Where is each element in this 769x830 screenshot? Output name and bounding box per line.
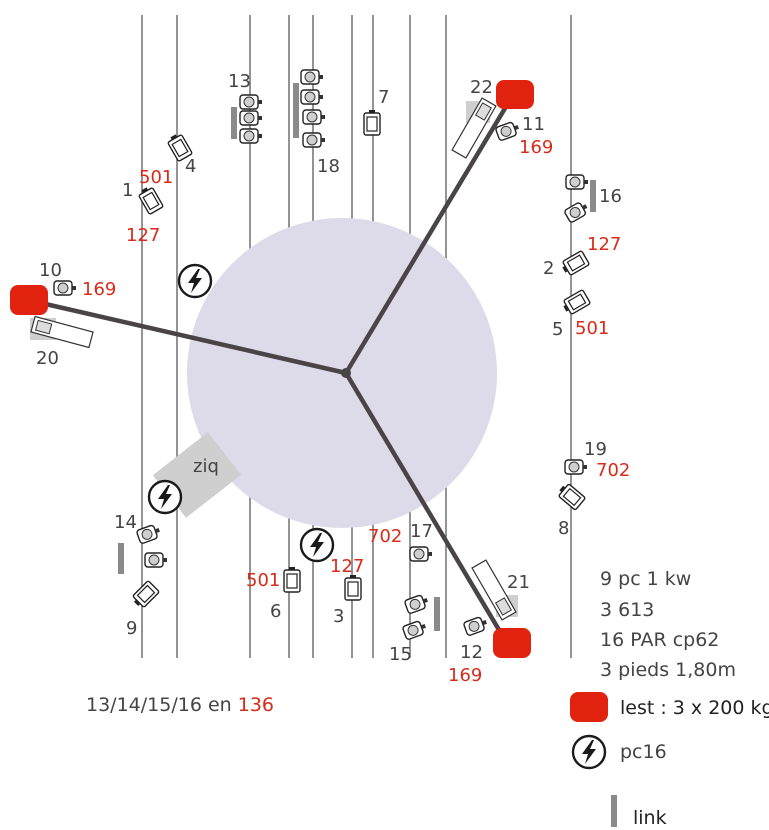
gel-label: 127 — [330, 556, 364, 577]
par-can-icon — [401, 618, 429, 641]
fixture-number: 13 — [228, 71, 251, 92]
truss-arm-bottom-right — [343, 370, 508, 643]
gel-label: 127 — [126, 225, 160, 246]
spot-fixture-icon — [560, 288, 592, 317]
fixture-number: 9 — [126, 618, 137, 639]
power-socket-icon — [147, 479, 183, 515]
fixture-number: 3 — [333, 606, 344, 627]
ballast-block — [496, 80, 534, 109]
gel-label: 501 — [575, 318, 609, 339]
truss-arms — [25, 97, 513, 643]
gel-note: 13/14/15/16 en 136 — [86, 694, 274, 716]
par-can-icon — [239, 128, 263, 144]
link-bar — [590, 180, 596, 212]
fixture-number: 12 — [460, 642, 483, 663]
gel-label: 702 — [368, 526, 402, 547]
stand-fixture-20 — [30, 315, 94, 349]
fixture-number: 10 — [39, 260, 62, 281]
inventory-line: 3 613 — [600, 599, 654, 621]
fixture-number: 21 — [507, 572, 530, 593]
legend-link-label: link — [633, 807, 667, 829]
spot-fixture-icon — [363, 109, 381, 136]
par-can-icon — [300, 69, 324, 85]
gel-note-value: 136 — [238, 694, 274, 716]
par-can-icon — [300, 89, 324, 105]
power-socket-icon — [177, 263, 213, 299]
par-can-icon — [135, 522, 163, 545]
fixture-number: 20 — [36, 348, 59, 369]
gel-label: 127 — [587, 234, 621, 255]
gel-label: 169 — [448, 665, 482, 686]
par-can-icon — [239, 94, 263, 110]
link-bar — [293, 83, 299, 138]
par-can-icon — [409, 546, 433, 562]
fixture-number: 11 — [522, 114, 545, 135]
gel-label: 501 — [139, 167, 173, 188]
gel-label: 169 — [82, 279, 116, 300]
power-socket-icon — [299, 527, 335, 563]
par-can-icon — [239, 110, 263, 126]
spot-fixture-icon — [559, 249, 591, 278]
ballast-block — [10, 285, 48, 315]
gel-label: 501 — [246, 570, 280, 591]
fixture-number: 4 — [185, 156, 196, 177]
fixture-number: 15 — [389, 644, 412, 665]
legend-ballast-swatch — [570, 692, 608, 722]
fixture-number: 1 — [122, 180, 133, 201]
inventory-line: 16 PAR cp62 — [600, 629, 719, 651]
par-can-icon — [494, 119, 522, 142]
fixture-number: 16 — [599, 186, 622, 207]
fixture-number: 14 — [114, 512, 137, 533]
par-can-icon — [563, 199, 591, 224]
fixture-number: 17 — [410, 521, 433, 542]
link-bar — [231, 107, 237, 139]
fixture-number: 22 — [470, 77, 493, 98]
fixture-number: 18 — [317, 156, 340, 177]
inventory-line: 9 pc 1 kw — [600, 568, 691, 590]
ziq-label: ziq — [193, 456, 219, 477]
truss-arm-top-right — [343, 97, 513, 376]
stand-fixture-22 — [451, 97, 497, 159]
gel-label: 169 — [519, 137, 553, 158]
truss-arm-left — [25, 297, 349, 376]
fixture-number: 19 — [584, 439, 607, 460]
gel-label: 702 — [596, 460, 630, 481]
fixture-number: 6 — [270, 601, 281, 622]
ballast-block — [493, 628, 531, 658]
stand-fixture-21 — [471, 559, 517, 621]
legend-power-icon — [571, 734, 607, 770]
par-can-icon — [462, 614, 490, 637]
legend-link-swatch — [611, 795, 617, 827]
par-can-icon — [564, 459, 588, 475]
fixture-number: 8 — [558, 518, 569, 539]
fixture-number: 5 — [552, 319, 563, 340]
par-can-icon — [53, 280, 77, 296]
par-can-icon — [144, 552, 168, 568]
legend-power-label: pc16 — [620, 741, 667, 763]
spot-fixture-icon — [344, 574, 362, 601]
fixture-number: 7 — [378, 87, 389, 108]
link-bar — [434, 597, 440, 631]
spot-fixture-icon — [283, 566, 301, 593]
gel-note-prefix: 13/14/15/16 en — [86, 694, 238, 716]
fixture-number: 2 — [543, 258, 554, 279]
spot-fixture-icon — [129, 579, 161, 611]
truss-hub — [341, 368, 351, 378]
par-can-icon — [302, 109, 326, 125]
par-can-icon — [565, 174, 589, 190]
link-bars — [118, 83, 596, 631]
par-can-icon — [403, 592, 431, 615]
link-bar — [118, 543, 124, 574]
inventory-line: 3 pieds 1,80m — [600, 659, 736, 681]
par-can-icon — [302, 132, 326, 148]
legend-ballast-label: lest : 3 x 200 kg — [620, 697, 769, 719]
spot-fixture-icon — [136, 184, 165, 216]
spot-fixture-icon — [555, 481, 587, 511]
